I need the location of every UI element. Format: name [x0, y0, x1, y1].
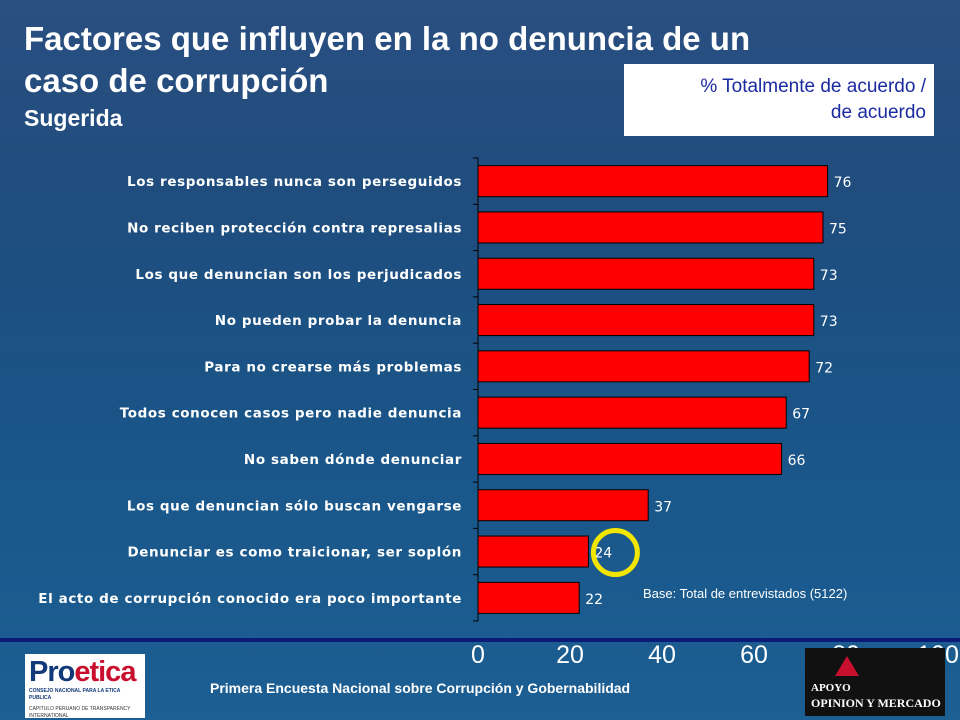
- legend-line-1: % Totalmente de acuerdo /: [700, 76, 926, 97]
- x-tick-label: 40: [648, 641, 676, 669]
- logo-name-part-1: Pro: [29, 656, 75, 688]
- value-label: 73: [820, 314, 838, 330]
- category-label: No pueden probar la denuncia: [215, 313, 462, 329]
- apoyo-logo-line-2: OPINION Y MERCADO: [811, 696, 941, 710]
- category-label: No saben dónde denunciar: [244, 452, 462, 468]
- logo-name-part-2: etica: [74, 656, 136, 688]
- logo-chapter: CAPITULO PERUANO DE TRANSPARENCY INTERNA…: [29, 706, 131, 719]
- bar: [477, 211, 824, 244]
- base-annotation: Base: Total de entrevistados (5122): [643, 586, 847, 601]
- value-label: 24: [594, 546, 612, 562]
- value-label: 72: [815, 360, 833, 376]
- bar: [477, 257, 815, 290]
- value-label: 67: [792, 407, 810, 423]
- bar: [477, 165, 829, 198]
- legend-line-2: de acuerdo: [830, 102, 926, 123]
- highlight-circle: [590, 528, 640, 578]
- bar: [477, 489, 649, 522]
- category-label: Para no crearse más problemas: [204, 359, 462, 375]
- value-label: 73: [820, 268, 838, 284]
- bar: [477, 442, 783, 475]
- category-label: El acto de corrupción conocido era poco …: [38, 591, 462, 607]
- legend-box: % Totalmente de acuerdo / de acuerdo: [624, 64, 934, 136]
- apoyo-logo: APOYO OPINION Y MERCADO: [805, 648, 945, 716]
- proetica-logo: Proetica CONSEJO NACIONAL PARA LA ETICA …: [25, 654, 145, 719]
- value-label: 66: [788, 453, 806, 469]
- value-label: 75: [829, 221, 847, 237]
- category-label: No reciben protección contra represalias: [127, 220, 462, 236]
- x-tick-label: 60: [740, 641, 768, 669]
- category-label: Todos conocen casos pero nadie denuncia: [120, 406, 462, 422]
- value-label: 76: [834, 175, 852, 191]
- bar: [477, 350, 810, 383]
- chart-title: Factores que influyen en la no denuncia …: [24, 20, 751, 99]
- x-tick-label: 0: [471, 641, 485, 669]
- category-label: Los que denuncian son los perjudicados: [135, 267, 462, 283]
- value-label: 22: [585, 592, 603, 608]
- x-tick-label: 20: [556, 641, 584, 669]
- value-label: 37: [654, 499, 672, 515]
- bar: [477, 396, 787, 429]
- triangle-icon: [835, 656, 859, 676]
- survey-name: Primera Encuesta Nacional sobre Corrupci…: [210, 680, 631, 696]
- logo-tagline: CONSEJO NACIONAL PARA LA ETICA PUBLICA: [29, 688, 121, 701]
- apoyo-logo-line-1: APOYO: [811, 682, 851, 694]
- category-label: Los que denuncian sólo buscan vengarse: [127, 498, 462, 514]
- chart-subtitle: Sugerida: [24, 105, 123, 131]
- bar: [477, 535, 589, 568]
- bar: [477, 581, 580, 614]
- category-label: Los responsables nunca son perseguidos: [127, 174, 462, 190]
- bar: [477, 304, 815, 337]
- category-label: Denunciar es como traicionar, ser soplón: [127, 545, 462, 561]
- footer-divider: [0, 638, 960, 642]
